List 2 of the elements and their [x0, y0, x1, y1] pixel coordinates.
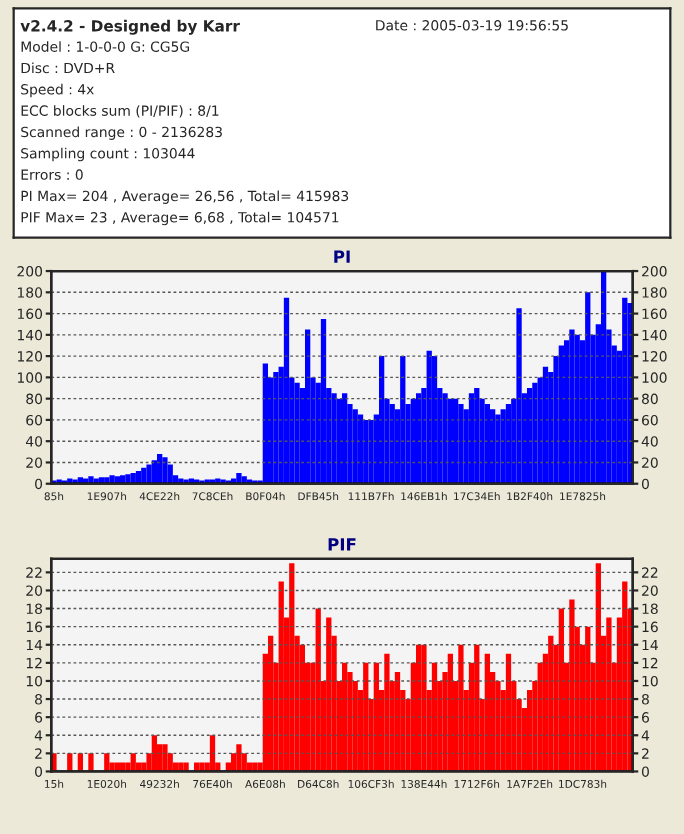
chart-title: PI: [334, 250, 350, 263]
chart-title: PIF: [328, 538, 356, 551]
